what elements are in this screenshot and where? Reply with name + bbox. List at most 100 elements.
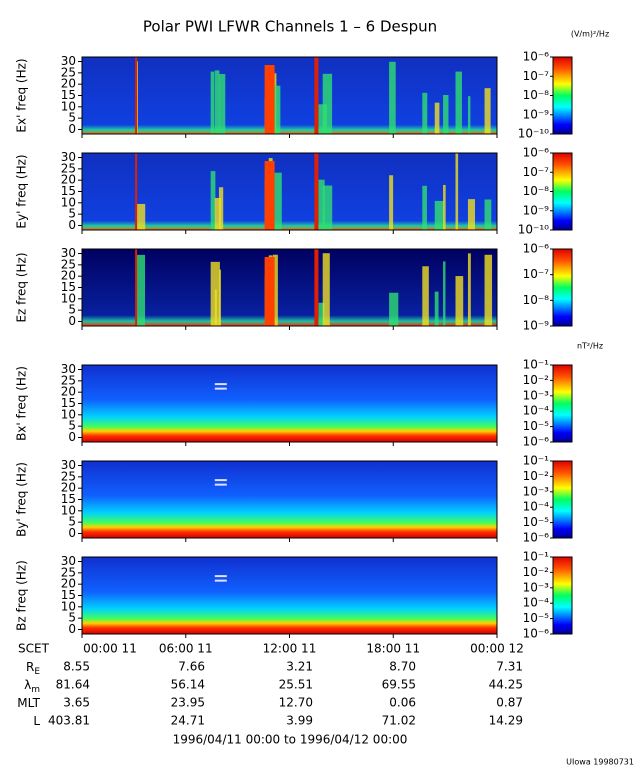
ephemeris-sub: m: [31, 685, 40, 695]
colorbar-tick-label: 10⁻⁸: [523, 184, 550, 198]
emission: [455, 276, 464, 326]
y-tick-label: 5: [68, 611, 76, 625]
colorbar-tick-label: 10⁻¹: [523, 550, 550, 564]
colorbar-tick-label: 10⁻¹⁰: [518, 223, 549, 237]
colorbar: [552, 152, 573, 231]
emission: [322, 73, 333, 134]
y-tick-label: 5: [68, 419, 76, 433]
emission: [455, 153, 459, 230]
interference: [214, 575, 227, 578]
emission: [322, 185, 333, 230]
interference: [214, 579, 227, 582]
emission: [135, 249, 138, 326]
colorbar-tick-label: 10⁻⁵: [523, 419, 550, 433]
colorbar-tick-label: 10⁻¹: [523, 454, 550, 468]
colorbar-tick-label: 10⁻³: [523, 388, 550, 402]
y-tick-label: 10: [61, 195, 76, 209]
colorbar-tick-label: 10⁻⁵: [523, 515, 550, 529]
y-tick-label: 25: [61, 565, 76, 579]
y-tick-label: 15: [61, 88, 76, 102]
emission: [422, 92, 428, 134]
emission: [272, 172, 282, 230]
emission: [389, 292, 399, 326]
x-tick-label: 12:00 11: [263, 642, 317, 656]
y-axis-label: By' freq (Hz): [15, 462, 29, 537]
y-tick-label: 15: [61, 396, 76, 410]
y-tick-label: 15: [61, 184, 76, 198]
emission: [318, 302, 325, 326]
emission: [218, 74, 226, 134]
spectrogram: [82, 57, 497, 134]
colorbar-tick-label: 10⁻¹: [523, 358, 550, 372]
emission: [264, 65, 275, 134]
colorbar-tick-label: 10⁻⁴: [523, 596, 550, 610]
y-tick-label: 0: [68, 526, 76, 540]
y-tick-label: 20: [61, 385, 76, 399]
x-tick-label: 06:00 11: [159, 642, 213, 656]
emission: [135, 153, 138, 230]
colorbar: [552, 248, 573, 327]
colorbar-tick-label: 10⁻⁶: [523, 435, 550, 449]
emission: [214, 197, 221, 230]
y-tick-label: 30: [61, 458, 76, 472]
title: Polar PWI LFWR Channels 1 – 6 Despun: [143, 18, 437, 36]
emission: [314, 153, 319, 230]
ephemeris-label: L: [33, 714, 40, 728]
colorbar-tick-label: 10⁻²: [523, 469, 550, 483]
ephemeris-value: 56.14: [171, 678, 205, 692]
colorbar-tick-label: 10⁻⁶: [523, 531, 550, 545]
y-axis-label: Bz freq (Hz): [15, 560, 29, 631]
interference: [214, 483, 227, 486]
spectrogram: [82, 461, 497, 538]
emission: [467, 253, 471, 326]
y-tick-label: 20: [61, 577, 76, 591]
spectrogram: [82, 365, 497, 442]
emission: [434, 200, 444, 230]
y-tick-label: 30: [61, 54, 76, 68]
y-axis-label: Ez freq (Hz): [15, 252, 29, 322]
y-tick-label: 15: [61, 492, 76, 506]
colorbar: [552, 364, 573, 443]
y-tick-label: 20: [61, 77, 76, 91]
emission: [467, 199, 476, 230]
emission: [422, 266, 429, 326]
colorbar-tick-label: 10⁻⁴: [523, 500, 550, 514]
y-tick-label: 20: [61, 173, 76, 187]
ephemeris-value: 403.81: [48, 714, 90, 728]
colorbar-tick-label: 10⁻¹⁰: [518, 127, 549, 141]
interference: [214, 479, 227, 482]
emission: [389, 175, 394, 230]
colorbar-tick-label: 10⁻³: [523, 484, 550, 498]
emission: [318, 179, 325, 230]
footer: UIowa 19980731: [566, 758, 634, 767]
ephemeris-value: 7.31: [496, 660, 523, 674]
units-e: (V/m)²/Hz: [571, 30, 609, 39]
colorbar-tick-label: 10⁻⁶: [523, 50, 550, 64]
y-tick-label: 0: [68, 622, 76, 636]
colorbar-tick-label: 10⁻⁷: [523, 69, 550, 83]
ephemeris-value: 24.71: [171, 714, 205, 728]
emission: [422, 185, 427, 230]
emission: [314, 249, 319, 326]
emission: [214, 70, 220, 134]
ephemeris-sub: E: [34, 667, 40, 677]
ephemeris-value: 3.65: [63, 696, 90, 710]
y-tick-label: 10: [61, 291, 76, 305]
colorbar: [552, 56, 573, 135]
ephemeris-value: 23.95: [171, 696, 205, 710]
emission: [210, 171, 216, 230]
emission: [434, 291, 439, 326]
emission: [210, 71, 215, 134]
y-tick-label: 10: [61, 99, 76, 113]
ephemeris-value: 7.66: [178, 660, 205, 674]
emission: [214, 289, 217, 326]
colorbar-tick-label: 10⁻²: [523, 373, 550, 387]
y-tick-label: 20: [61, 481, 76, 495]
ephemeris-value: 0.87: [496, 696, 523, 710]
interference: [214, 387, 227, 390]
date-range: 1996/04/11 00:00 to 1996/04/12 00:00: [173, 733, 408, 747]
y-tick-label: 10: [61, 599, 76, 613]
emission: [272, 254, 278, 326]
time-axis-label: SCET: [18, 642, 50, 656]
y-tick-label: 25: [61, 161, 76, 175]
